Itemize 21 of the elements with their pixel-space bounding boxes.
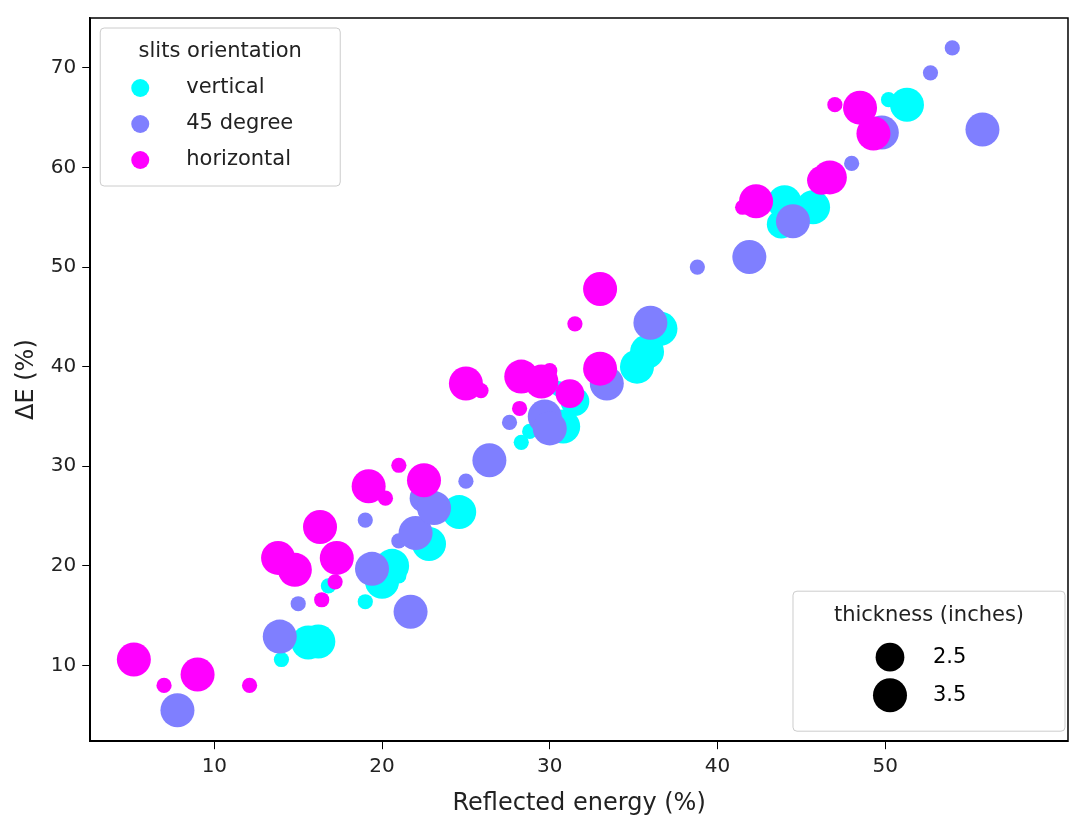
- x-tick-label: 10: [201, 753, 228, 778]
- legend-label: vertical: [186, 74, 265, 99]
- legend-label: 3.5: [932, 681, 967, 706]
- y-tick-label: 70: [50, 54, 77, 79]
- x-tick-label: 50: [872, 753, 898, 778]
- x-tick-label: 40: [704, 753, 731, 778]
- y-tick-label: 30: [50, 452, 77, 477]
- y-axis-title: ΔE (%): [10, 339, 39, 420]
- x-tick-label: 20: [369, 753, 395, 778]
- legend-title: slits orientation: [138, 38, 302, 63]
- y-tick-label: 20: [50, 552, 77, 577]
- y-tick-label: 40: [50, 352, 77, 377]
- legend-label: 2.5: [932, 643, 967, 668]
- legend-label: horizontal: [186, 146, 291, 171]
- y-tick-label: 60: [50, 153, 77, 178]
- x-tick-label: 30: [537, 753, 563, 778]
- legend-label: 45 degree: [186, 110, 294, 135]
- y-tick-label: 50: [50, 253, 77, 278]
- annotation: thickness (inches): [833, 601, 1025, 626]
- y-tick-label: 10: [50, 651, 77, 676]
- x-axis-title: Reflected energy (%): [452, 787, 706, 816]
